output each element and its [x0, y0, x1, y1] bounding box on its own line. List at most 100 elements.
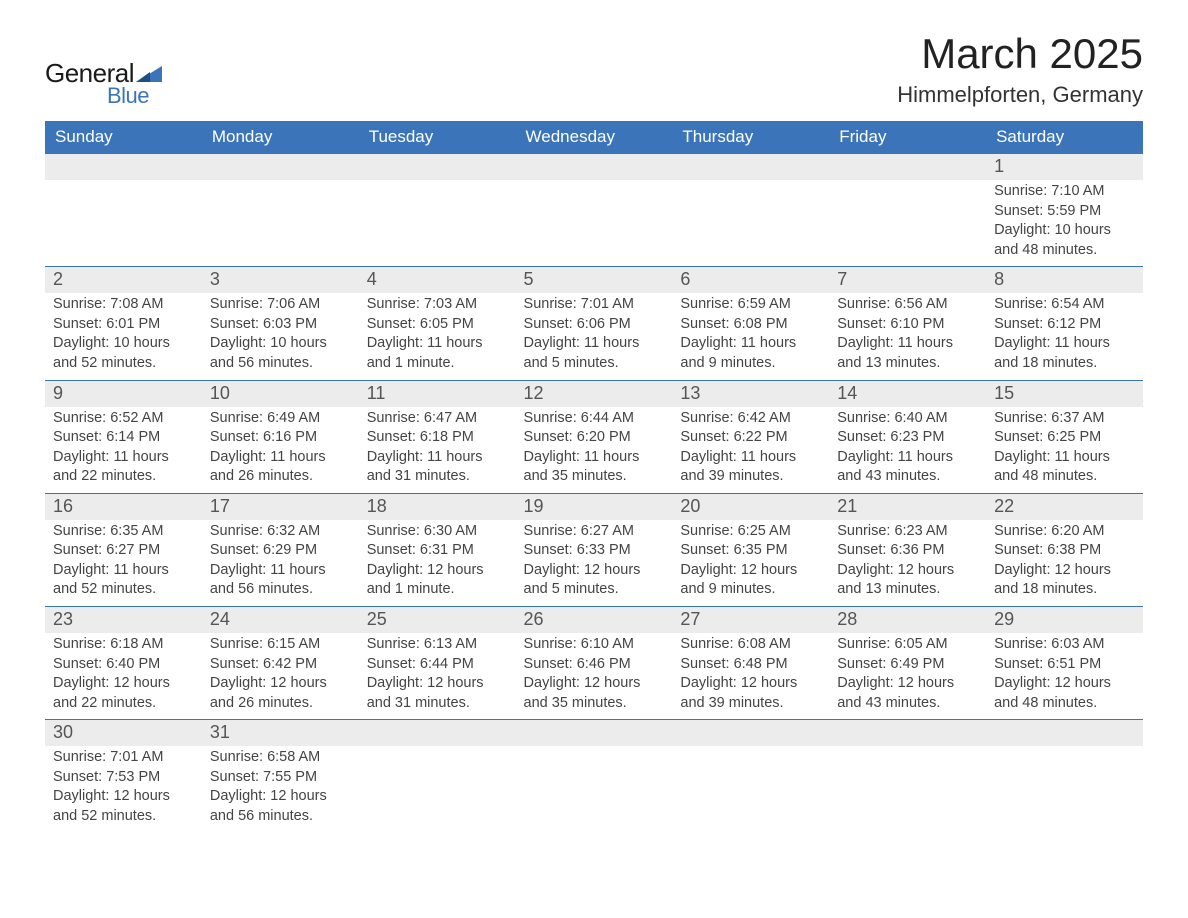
day-cell-number	[359, 720, 516, 747]
page-subtitle: Himmelpforten, Germany	[897, 82, 1143, 108]
day-data: Sunrise: 6:30 AMSunset: 6:31 PMDaylight:…	[359, 520, 516, 606]
day-cell-number: 18	[359, 493, 516, 520]
day-cell-number: 20	[672, 493, 829, 520]
day-number: 31	[202, 720, 359, 746]
day-cell-number: 1	[986, 154, 1143, 181]
daylight-line: Daylight: 11 hours and 13 minutes.	[837, 334, 978, 373]
day-number	[202, 154, 359, 180]
day-data: Sunrise: 6:27 AMSunset: 6:33 PMDaylight:…	[516, 520, 673, 606]
weekday-header: Saturday	[986, 121, 1143, 154]
daylight-line: Daylight: 11 hours and 31 minutes.	[367, 448, 508, 487]
sunset-line: Sunset: 6:44 PM	[367, 655, 508, 675]
day-data: Sunrise: 6:15 AMSunset: 6:42 PMDaylight:…	[202, 633, 359, 719]
daylight-line: Daylight: 10 hours and 48 minutes.	[994, 221, 1135, 260]
sunset-line: Sunset: 5:59 PM	[994, 202, 1135, 222]
daylight-line: Daylight: 12 hours and 39 minutes.	[680, 674, 821, 713]
day-cell-number	[672, 720, 829, 747]
sunrise-line: Sunrise: 6:59 AM	[680, 295, 821, 315]
sunrise-line: Sunrise: 6:49 AM	[210, 409, 351, 429]
daylight-line: Daylight: 12 hours and 35 minutes.	[524, 674, 665, 713]
day-cell-data: Sunrise: 6:58 AMSunset: 7:55 PMDaylight:…	[202, 746, 359, 832]
sunset-line: Sunset: 6:38 PM	[994, 541, 1135, 561]
sunset-line: Sunset: 6:03 PM	[210, 315, 351, 335]
title-block: March 2025 Himmelpforten, Germany	[897, 30, 1143, 108]
day-number: 6	[672, 267, 829, 293]
daylight-line: Daylight: 12 hours and 22 minutes.	[53, 674, 194, 713]
day-cell-data: Sunrise: 6:42 AMSunset: 6:22 PMDaylight:…	[672, 407, 829, 494]
day-data: Sunrise: 6:44 AMSunset: 6:20 PMDaylight:…	[516, 407, 673, 493]
day-cell-data: Sunrise: 7:06 AMSunset: 6:03 PMDaylight:…	[202, 293, 359, 380]
weekday-header: Tuesday	[359, 121, 516, 154]
daylight-line: Daylight: 11 hours and 35 minutes.	[524, 448, 665, 487]
day-number	[359, 720, 516, 746]
daylight-line: Daylight: 11 hours and 56 minutes.	[210, 561, 351, 600]
daylight-line: Daylight: 11 hours and 9 minutes.	[680, 334, 821, 373]
day-number: 27	[672, 607, 829, 633]
sunset-line: Sunset: 6:01 PM	[53, 315, 194, 335]
sunset-line: Sunset: 6:35 PM	[680, 541, 821, 561]
sunrise-line: Sunrise: 6:44 AM	[524, 409, 665, 429]
day-data: Sunrise: 6:49 AMSunset: 6:16 PMDaylight:…	[202, 407, 359, 493]
page-title: March 2025	[897, 30, 1143, 78]
day-data: Sunrise: 7:03 AMSunset: 6:05 PMDaylight:…	[359, 293, 516, 379]
day-data	[516, 180, 673, 208]
day-cell-data: Sunrise: 6:15 AMSunset: 6:42 PMDaylight:…	[202, 633, 359, 720]
day-number: 20	[672, 494, 829, 520]
day-data: Sunrise: 7:01 AMSunset: 6:06 PMDaylight:…	[516, 293, 673, 379]
day-cell-data: Sunrise: 6:03 AMSunset: 6:51 PMDaylight:…	[986, 633, 1143, 720]
sunset-line: Sunset: 6:31 PM	[367, 541, 508, 561]
day-cell-data	[516, 746, 673, 832]
day-number	[359, 154, 516, 180]
daylight-line: Daylight: 12 hours and 56 minutes.	[210, 787, 351, 826]
day-number: 17	[202, 494, 359, 520]
day-cell-data: Sunrise: 7:01 AMSunset: 6:06 PMDaylight:…	[516, 293, 673, 380]
day-data	[45, 180, 202, 208]
day-number: 25	[359, 607, 516, 633]
day-number	[672, 154, 829, 180]
week-data-row: Sunrise: 6:35 AMSunset: 6:27 PMDaylight:…	[45, 520, 1143, 607]
daylight-line: Daylight: 12 hours and 9 minutes.	[680, 561, 821, 600]
day-cell-data	[516, 180, 673, 267]
week-number-row: 9101112131415	[45, 380, 1143, 407]
day-number: 21	[829, 494, 986, 520]
day-number: 22	[986, 494, 1143, 520]
day-cell-number	[202, 154, 359, 181]
day-cell-number	[672, 154, 829, 181]
day-cell-data: Sunrise: 6:23 AMSunset: 6:36 PMDaylight:…	[829, 520, 986, 607]
day-number: 15	[986, 381, 1143, 407]
sunset-line: Sunset: 6:36 PM	[837, 541, 978, 561]
sunrise-line: Sunrise: 6:10 AM	[524, 635, 665, 655]
day-cell-data: Sunrise: 6:13 AMSunset: 6:44 PMDaylight:…	[359, 633, 516, 720]
day-cell-number: 10	[202, 380, 359, 407]
day-number: 16	[45, 494, 202, 520]
day-cell-number: 9	[45, 380, 202, 407]
sunrise-line: Sunrise: 6:58 AM	[210, 748, 351, 768]
sunrise-line: Sunrise: 6:15 AM	[210, 635, 351, 655]
day-cell-data: Sunrise: 6:47 AMSunset: 6:18 PMDaylight:…	[359, 407, 516, 494]
day-cell-number: 11	[359, 380, 516, 407]
daylight-line: Daylight: 10 hours and 56 minutes.	[210, 334, 351, 373]
day-data: Sunrise: 6:08 AMSunset: 6:48 PMDaylight:…	[672, 633, 829, 719]
day-data: Sunrise: 6:05 AMSunset: 6:49 PMDaylight:…	[829, 633, 986, 719]
day-cell-data: Sunrise: 6:40 AMSunset: 6:23 PMDaylight:…	[829, 407, 986, 494]
day-data: Sunrise: 6:42 AMSunset: 6:22 PMDaylight:…	[672, 407, 829, 493]
sunrise-line: Sunrise: 6:20 AM	[994, 522, 1135, 542]
day-data: Sunrise: 7:08 AMSunset: 6:01 PMDaylight:…	[45, 293, 202, 379]
sunrise-line: Sunrise: 6:25 AM	[680, 522, 821, 542]
daylight-line: Daylight: 12 hours and 5 minutes.	[524, 561, 665, 600]
day-number: 3	[202, 267, 359, 293]
day-cell-number: 12	[516, 380, 673, 407]
day-data: Sunrise: 6:58 AMSunset: 7:55 PMDaylight:…	[202, 746, 359, 832]
day-cell-data: Sunrise: 6:49 AMSunset: 6:16 PMDaylight:…	[202, 407, 359, 494]
day-cell-number	[359, 154, 516, 181]
daylight-line: Daylight: 12 hours and 52 minutes.	[53, 787, 194, 826]
sunrise-line: Sunrise: 7:03 AM	[367, 295, 508, 315]
day-cell-number: 7	[829, 267, 986, 294]
sunrise-line: Sunrise: 6:56 AM	[837, 295, 978, 315]
day-cell-data: Sunrise: 6:37 AMSunset: 6:25 PMDaylight:…	[986, 407, 1143, 494]
day-number	[672, 720, 829, 746]
week-data-row: Sunrise: 6:18 AMSunset: 6:40 PMDaylight:…	[45, 633, 1143, 720]
day-cell-number: 27	[672, 607, 829, 634]
day-cell-data	[45, 180, 202, 267]
sunset-line: Sunset: 6:33 PM	[524, 541, 665, 561]
